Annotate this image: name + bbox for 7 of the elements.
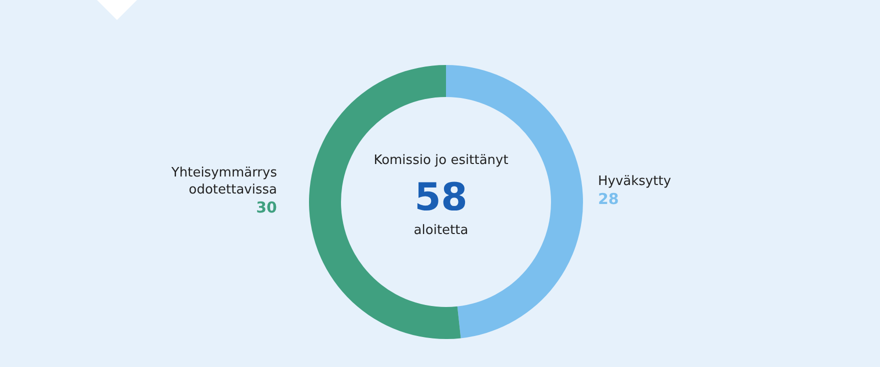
text: aloitetta [414, 223, 468, 238]
text: 58 [414, 175, 468, 219]
text: Komissio jo esittänyt [374, 153, 508, 168]
slice-label: Yhteisymmärrys odotettavissa [170, 166, 278, 198]
slice-label: Hyväksytty [598, 174, 672, 189]
data-label: 28 [598, 190, 619, 208]
data-label: 30 [256, 198, 277, 216]
